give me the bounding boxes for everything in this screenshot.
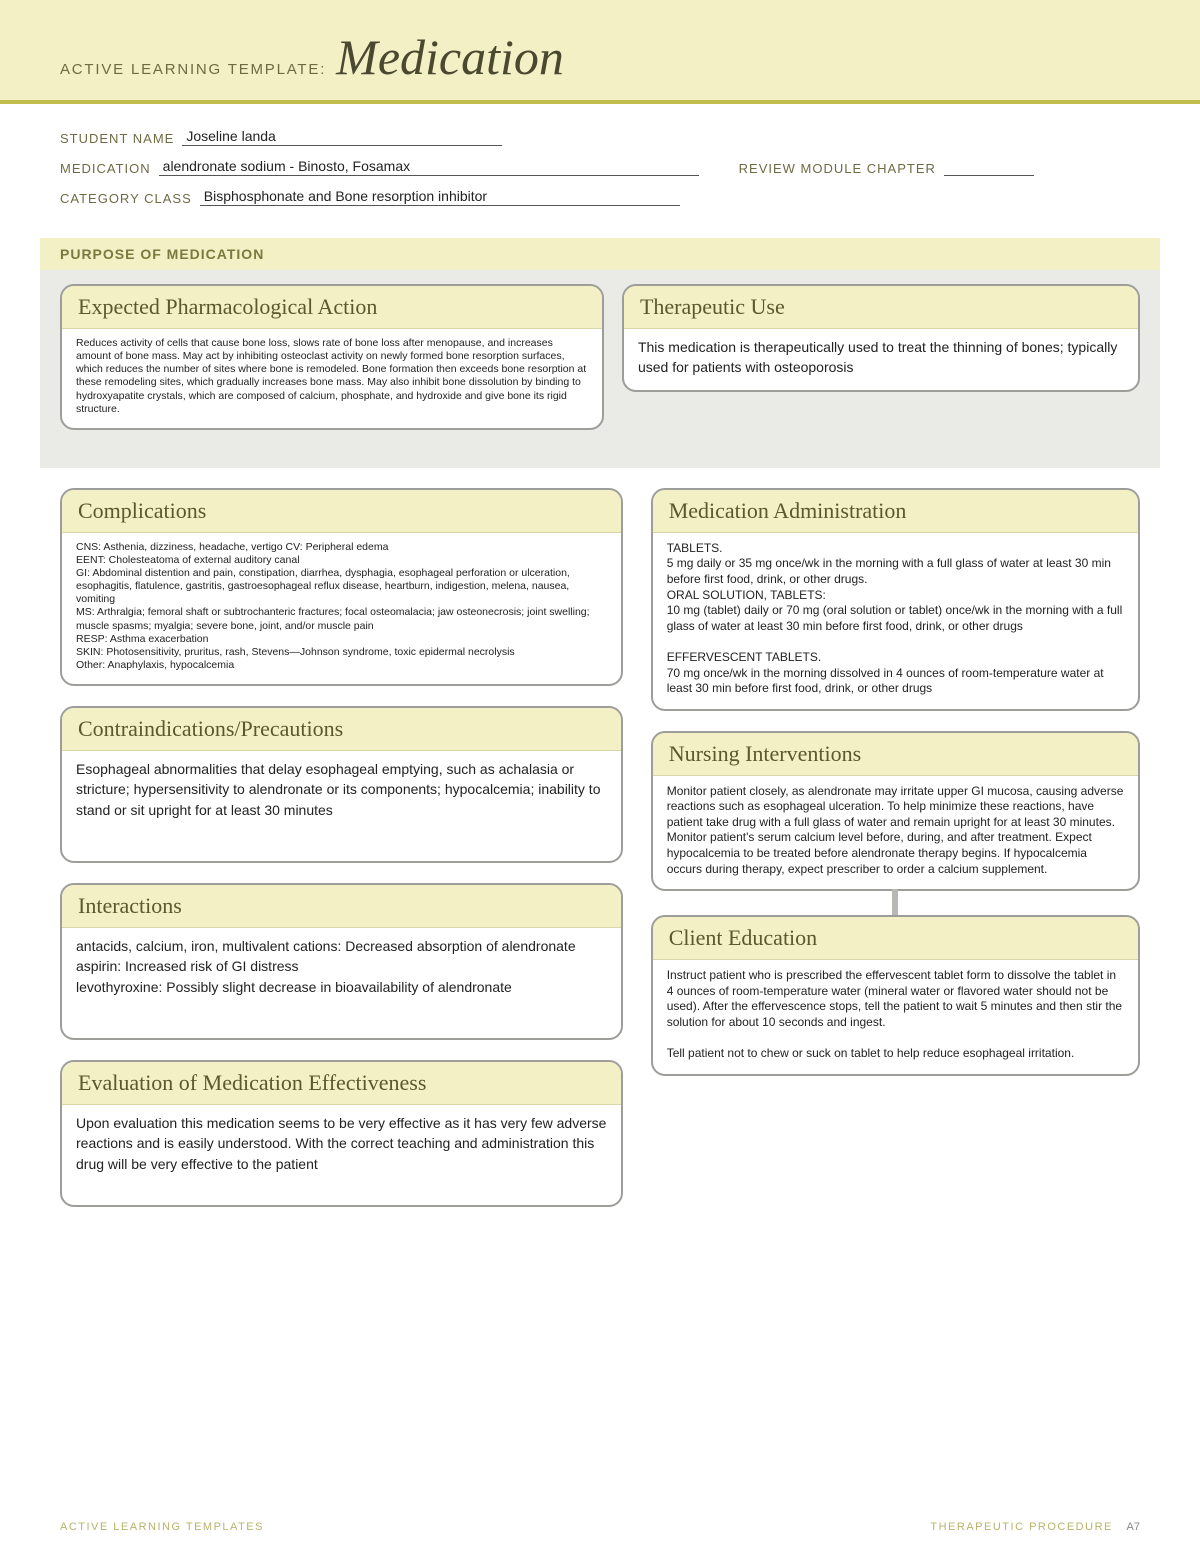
category-value: Bisphosphonate and Bone resorption inhib…	[200, 188, 680, 206]
interactions-card: Interactions antacids, calcium, iron, mu…	[60, 883, 623, 1040]
admin-body: TABLETS. 5 mg daily or 35 mg once/wk in …	[653, 533, 1138, 709]
complications-title: Complications	[62, 490, 621, 533]
footer-right: THERAPEUTIC PROCEDURE A7	[930, 1521, 1140, 1533]
pharm-card: Expected Pharmacological Action Reduces …	[60, 284, 604, 430]
pharm-title: Expected Pharmacological Action	[62, 286, 602, 329]
connector	[892, 889, 898, 915]
evaluation-body: Upon evaluation this medication seems to…	[62, 1105, 621, 1205]
student-label: STUDENT NAME	[60, 131, 174, 146]
footer-page: A7	[1127, 1521, 1140, 1533]
therapeutic-title: Therapeutic Use	[624, 286, 1138, 329]
contra-body: Esophageal abnormalities that delay esop…	[62, 751, 621, 861]
lower-grid: Complications CNS: Asthenia, dizziness, …	[0, 468, 1200, 1227]
contra-title: Contraindications/Precautions	[62, 708, 621, 751]
medication-label: MEDICATION	[60, 161, 151, 176]
therapeutic-card: Therapeutic Use This medication is thera…	[622, 284, 1140, 392]
nursing-card: Nursing Interventions Monitor patient cl…	[651, 731, 1140, 892]
interactions-body: antacids, calcium, iron, multivalent cat…	[62, 928, 621, 1038]
footer: ACTIVE LEARNING TEMPLATES THERAPEUTIC PR…	[60, 1521, 1140, 1533]
nursing-body: Monitor patient closely, as alendronate …	[653, 776, 1138, 890]
header-title: Medication	[336, 28, 564, 86]
complications-card: Complications CNS: Asthenia, dizziness, …	[60, 488, 623, 686]
purpose-banner: PURPOSE OF MEDICATION	[40, 238, 1160, 270]
header-prefix: ACTIVE LEARNING TEMPLATE:	[60, 61, 326, 78]
education-title: Client Education	[653, 917, 1138, 960]
review-value	[944, 160, 1034, 176]
evaluation-title: Evaluation of Medication Effectiveness	[62, 1062, 621, 1105]
info-block: STUDENT NAME Joseline landa MEDICATION a…	[0, 104, 1200, 228]
contra-card: Contraindications/Precautions Esophageal…	[60, 706, 623, 863]
interactions-title: Interactions	[62, 885, 621, 928]
admin-title: Medication Administration	[653, 490, 1138, 533]
header: ACTIVE LEARNING TEMPLATE: Medication	[0, 0, 1200, 104]
education-card: Client Education Instruct patient who is…	[651, 915, 1140, 1076]
medication-value: alendronate sodium - Binosto, Fosamax	[159, 158, 699, 176]
review-label: REVIEW MODULE CHAPTER	[739, 161, 936, 176]
student-value: Joseline landa	[182, 128, 502, 146]
pharm-body: Reduces activity of cells that cause bon…	[62, 329, 602, 428]
nursing-title: Nursing Interventions	[653, 733, 1138, 776]
evaluation-card: Evaluation of Medication Effectiveness U…	[60, 1060, 623, 1207]
admin-card: Medication Administration TABLETS. 5 mg …	[651, 488, 1140, 711]
category-label: CATEGORY CLASS	[60, 191, 192, 206]
therapeutic-body: This medication is therapeutically used …	[624, 329, 1138, 390]
footer-left: ACTIVE LEARNING TEMPLATES	[60, 1521, 264, 1533]
page: ACTIVE LEARNING TEMPLATE: Medication STU…	[0, 0, 1200, 1553]
purpose-section: PURPOSE OF MEDICATION Expected Pharmacol…	[40, 238, 1160, 468]
footer-right-text: THERAPEUTIC PROCEDURE	[930, 1521, 1112, 1533]
education-body: Instruct patient who is prescribed the e…	[653, 960, 1138, 1074]
complications-body: CNS: Asthenia, dizziness, headache, vert…	[62, 533, 621, 684]
